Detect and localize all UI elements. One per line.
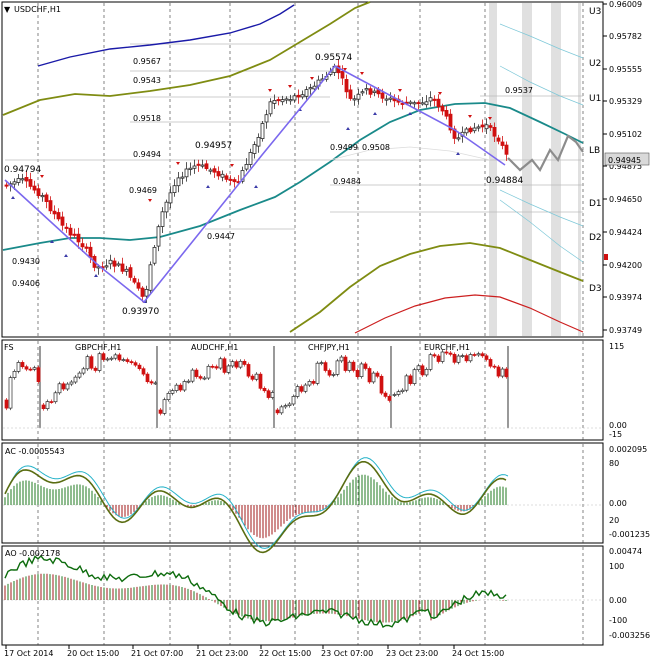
ao-panel-frame	[1, 545, 604, 646]
svg-text:80: 80	[609, 459, 619, 468]
price-annotation: 0.9430	[12, 257, 40, 266]
time-tick-label: 24 Oct 15:00	[452, 649, 504, 658]
svg-text:0.002095: 0.002095	[609, 445, 647, 454]
price-tick-label: 0.95329	[609, 97, 642, 106]
time-tick-label: 20 Oct 15:00	[67, 649, 119, 658]
current-price-text: 0.94945	[608, 156, 641, 165]
fs-symbol-label: EURCHF,H1	[424, 343, 470, 352]
price-tick-label: 0.95782	[609, 32, 642, 41]
level-label: U1	[589, 94, 601, 104]
level-label: LB	[589, 146, 600, 156]
price-annotation: 0.9469	[129, 186, 157, 195]
projection-shading	[489, 3, 581, 336]
indicator-bands	[2, 1, 584, 334]
svg-text:100: 100	[609, 562, 624, 571]
time-axis: 17 Oct 2014 20 Oct 15:00 21 Oct 07:00 21 Oc…	[4, 645, 504, 658]
svg-text:-100: -100	[609, 616, 627, 625]
level-label: D1	[589, 199, 602, 209]
price-annotation: 0.9484	[333, 177, 361, 186]
price-candles	[4, 59, 509, 303]
price-annotation: 0.9494	[133, 150, 161, 159]
price-annotation: 0.9508	[362, 143, 390, 152]
fs-symbol-label: AUDCHF,H1	[191, 343, 238, 352]
level-label: U3	[589, 7, 601, 17]
fs-title: FS	[4, 343, 14, 352]
zigzag-line	[4, 64, 584, 304]
swing-label: 0.94794	[4, 165, 41, 175]
price-annotation: 0.9518	[133, 114, 161, 123]
ac-title: AC -0.0005543	[5, 447, 65, 456]
fs-panel: GBPCHF,H1 AUDCHF,H1 CHFJPY,H1 EURCHF,H1	[3, 343, 603, 429]
price-axis: 0.96009 0.95782 0.95555 0.95329 0.95102 0.948…	[603, 0, 650, 640]
fs-symbol-label: CHFJPY,H1	[308, 343, 350, 352]
current-price-tag	[604, 152, 650, 166]
time-tick-label: 21 Oct 07:00	[131, 649, 183, 658]
svg-text:0.00: 0.00	[609, 596, 627, 605]
price-tick-label: 0.96009	[609, 0, 642, 9]
ao-title: AO -0.002178	[5, 549, 60, 558]
ao-panel	[3, 554, 603, 628]
price-annotation: 0.9567	[133, 57, 161, 66]
svg-text:20: 20	[609, 516, 619, 525]
swing-label: 0.94957	[195, 141, 232, 151]
level-label: D3	[589, 284, 602, 294]
price-tick-label: 0.94875	[609, 162, 642, 171]
main-panel-frame	[1, 1, 604, 338]
fs-panel-frame	[1, 339, 604, 441]
swing-label: 0.95574	[315, 53, 352, 63]
svg-text:0.00474: 0.00474	[609, 547, 642, 556]
svg-text:-15: -15	[609, 430, 622, 439]
ac-panel	[3, 457, 603, 554]
price-annotation: 0.9543	[133, 76, 161, 85]
time-tick-label: 23 Oct 23:00	[386, 649, 438, 658]
svg-text:0.00: 0.00	[609, 499, 627, 508]
fs-symbol-label: GBPCHF,H1	[75, 343, 121, 352]
swing-label: 0.93970	[122, 307, 159, 317]
time-tick-label: 21 Oct 23:00	[196, 649, 248, 658]
price-tick-label: 0.94650	[609, 195, 642, 204]
svg-text:-0.003256: -0.003256	[609, 631, 650, 640]
time-tick-label: 22 Oct 15:00	[259, 649, 311, 658]
level-label: U2	[589, 59, 601, 69]
time-tick-label: 23 Oct 07:00	[321, 649, 373, 658]
svg-text:115: 115	[609, 342, 624, 351]
time-tick-label: 17 Oct 2014	[4, 649, 53, 658]
svg-text:0.00: 0.00	[609, 421, 627, 430]
price-tick-label: 0.94424	[609, 228, 642, 237]
price-tick-label: 0.93749	[609, 326, 642, 335]
price-annotation: 0.9499	[330, 143, 358, 152]
symbol-title: USDCHF,H1	[14, 5, 61, 14]
price-annotation: 0.9537	[505, 86, 533, 95]
swing-label: 0.94884	[486, 176, 523, 186]
symbol-dropdown-icon[interactable]: ▼	[4, 5, 11, 14]
price-tick-label: 0.94200	[609, 261, 642, 270]
price-tick-label: 0.93974	[609, 293, 642, 302]
level-label: D2	[589, 233, 602, 243]
price-annotation: 0.9406	[12, 279, 40, 288]
price-tick-label: 0.95102	[609, 130, 642, 139]
price-tick-label: 0.95555	[609, 65, 642, 74]
svg-text:-0.001235: -0.001235	[609, 530, 650, 539]
chart-annotations: 0.9567 0.9543 0.9518 0.9494 0.9469 0.9447 0.94…	[4, 7, 602, 317]
ac-panel-frame	[1, 442, 604, 544]
price-annotation: 0.9447	[207, 232, 235, 241]
